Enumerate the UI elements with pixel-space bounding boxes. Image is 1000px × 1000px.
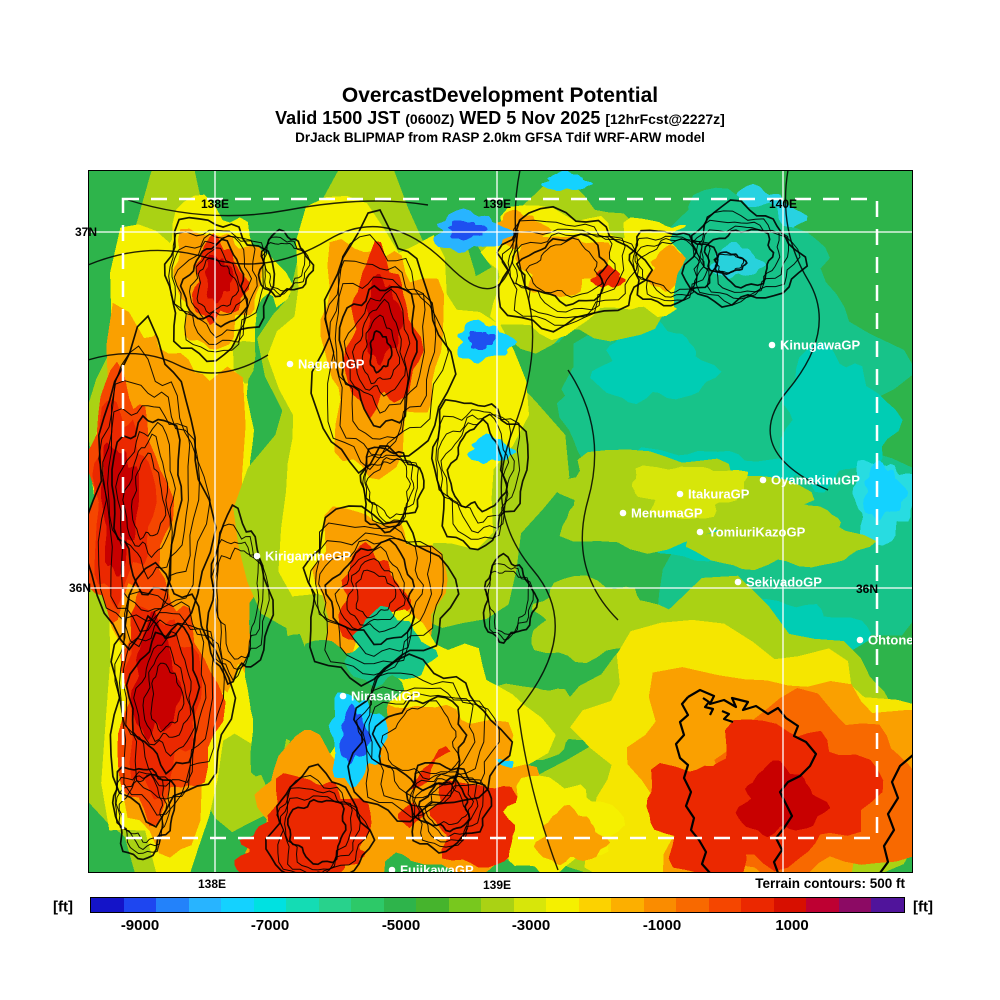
colorbar-unit-right: [ft] (913, 898, 933, 916)
station-marker (696, 528, 704, 536)
station-label: KinugawaGP (780, 338, 861, 353)
forecast-cycle: [12hrFcst@2227z] (605, 111, 725, 128)
station-marker (759, 476, 767, 484)
colorbar-segment (481, 898, 514, 912)
terrain-potential-map: NaganoGP KinugawaGP OyamakinuGP ItakuraGP Me… (88, 170, 913, 873)
station-marker (253, 552, 261, 560)
colorbar-segment (708, 898, 742, 912)
colorbar-segment (91, 898, 124, 912)
colorbar-unit-left: [ft] (53, 898, 73, 916)
colorbar-segment (643, 898, 677, 912)
station-label: OyamakinuGP (771, 473, 860, 488)
station-label: SekiyadoGP (746, 575, 822, 590)
axis-label: 138E (197, 877, 227, 891)
station-label: OhtoneGP (868, 633, 913, 648)
valid-time-main-a: Valid 1500 JST (275, 108, 406, 129)
station-marker (339, 692, 347, 700)
colorbar-segment (416, 898, 449, 912)
colorbar-segment (448, 898, 482, 912)
station-label: YomiuriKazoGP (708, 525, 806, 540)
station-marker (856, 636, 864, 644)
colorbar-segment (578, 898, 612, 912)
colorbar-tick-label: 1000 (775, 917, 809, 934)
colorbar-segment (156, 898, 189, 912)
grid-label: 139E (482, 197, 512, 211)
colorbar-segment (286, 898, 319, 912)
station-label: NaganoGP (298, 357, 365, 372)
grid-label: 36N (68, 581, 92, 595)
colorbar-segment (123, 898, 157, 912)
station-marker (768, 341, 776, 349)
colorbar-segment (806, 898, 839, 912)
valid-time-line: Valid 1500 JST (0600Z) WED 5 Nov 2025 [1… (0, 107, 1000, 130)
station-marker (388, 866, 396, 873)
station-label: KirigamineGP (265, 549, 351, 564)
colorbar-segment (513, 898, 547, 912)
colorbar-tick-label: -5000 (381, 917, 421, 934)
title-block: OvercastDevelopment Potential Valid 1500… (0, 84, 1000, 146)
valid-time-main-b: WED 5 Nov 2025 (454, 108, 606, 129)
grid-label: 37N (74, 225, 98, 239)
colorbar-tick-label: -1000 (642, 917, 682, 934)
station-label: MenumaGP (631, 506, 703, 521)
page-title: OvercastDevelopment Potential (341, 84, 659, 107)
colorbar-segment (383, 898, 417, 912)
colorbar-segment (741, 898, 774, 912)
colorbar-segment (253, 898, 287, 912)
colorbar-segment (221, 898, 254, 912)
terrain-note: Terrain contours: 500 ft (755, 876, 905, 891)
colorbar-segment (546, 898, 579, 912)
colorbar-segment (351, 898, 384, 912)
colorbar-segment (318, 898, 352, 912)
station-marker (676, 490, 684, 498)
grid-label: 138E (200, 197, 230, 211)
elevation-colorbar (90, 897, 905, 913)
grid-label: 140E (768, 197, 798, 211)
valid-time-utc: (0600Z) (405, 111, 455, 128)
colorbar-segment (611, 898, 644, 912)
station-marker (619, 509, 627, 517)
axis-label: 139E (482, 878, 512, 892)
station-label: FujikawaGP (400, 863, 474, 874)
map-area: NaganoGP KinugawaGP OyamakinuGP ItakuraGP Me… (88, 170, 913, 873)
colorbar-tick-label: -3000 (511, 917, 551, 934)
colorbar-segment (871, 898, 904, 912)
station-marker (734, 578, 742, 586)
colorbar-tick-label: -9000 (120, 917, 160, 934)
station-label: NirasakiGP (351, 689, 421, 704)
station-label: ItakuraGP (688, 487, 750, 502)
colorbar-segment (676, 898, 709, 912)
colorbar-segment (838, 898, 872, 912)
colorbar-segment (188, 898, 222, 912)
model-info-line: DrJack BLIPMAP from RASP 2.0km GFSA Tdif… (295, 129, 705, 145)
colorbar-tick-label: -7000 (250, 917, 290, 934)
station-marker (286, 360, 294, 368)
grid-label: 36N (855, 582, 879, 596)
colorbar-segment (773, 898, 807, 912)
